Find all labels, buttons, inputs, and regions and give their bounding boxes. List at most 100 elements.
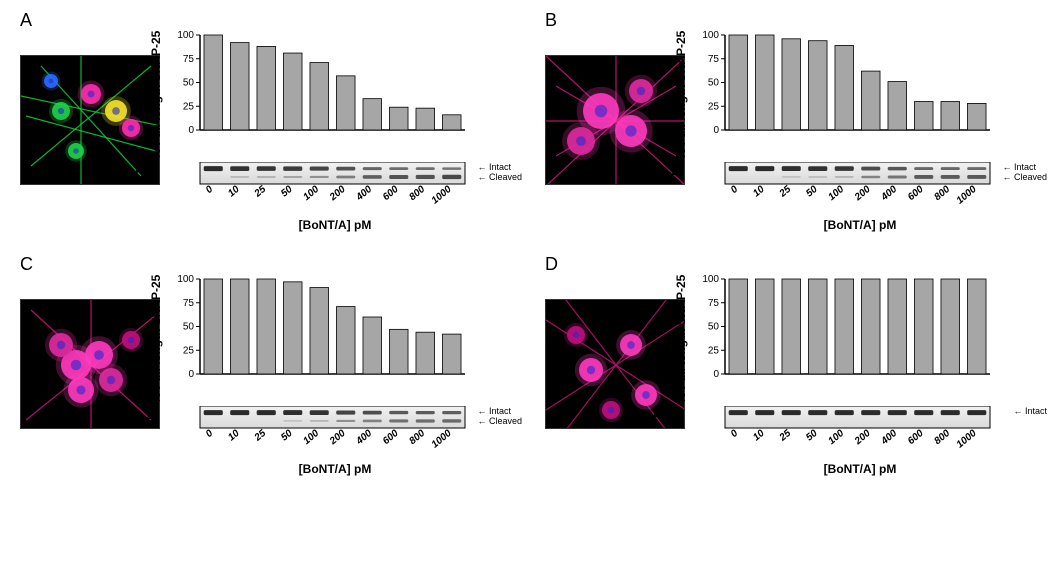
svg-text:50: 50 xyxy=(804,428,820,444)
svg-text:10: 10 xyxy=(226,184,242,200)
data-bar xyxy=(363,99,382,130)
svg-text:100: 100 xyxy=(177,30,194,41)
data-bar xyxy=(336,307,355,374)
data-bar xyxy=(204,279,223,374)
panel-body: % Full length SNAP-250255075100SNAP-25In… xyxy=(10,10,515,234)
blot-label: SNAP-25 xyxy=(112,410,158,422)
svg-text:100: 100 xyxy=(177,274,194,285)
data-bar xyxy=(888,279,907,374)
svg-text:600: 600 xyxy=(381,184,401,203)
data-bar xyxy=(941,279,960,374)
data-bar xyxy=(941,102,960,131)
cleaved-label: Cleaved xyxy=(1002,172,1047,182)
svg-text:10: 10 xyxy=(751,184,767,200)
western-blot: 01025501002004006008001000 xyxy=(170,406,470,458)
y-axis-label: % Full length SNAP-25 xyxy=(674,31,688,160)
svg-text:800: 800 xyxy=(932,428,952,447)
intact-label: Intact xyxy=(477,162,522,172)
svg-text:100: 100 xyxy=(702,30,719,41)
data-bar xyxy=(888,82,907,130)
svg-text:400: 400 xyxy=(879,184,900,204)
y-axis-label: % Full length SNAP-25 xyxy=(674,275,688,404)
data-bar xyxy=(336,76,355,130)
x-axis-label-wrap: [BoNT/A] pM xyxy=(695,216,995,234)
cleaved-label: Cleaved xyxy=(477,172,522,182)
svg-text:400: 400 xyxy=(879,428,900,448)
svg-text:50: 50 xyxy=(279,184,295,200)
chart-column: % Full length SNAP-250255075100SNAP-25In… xyxy=(695,30,995,234)
svg-text:200: 200 xyxy=(327,184,348,204)
svg-text:25: 25 xyxy=(777,184,794,201)
svg-text:25: 25 xyxy=(252,428,269,445)
data-bar xyxy=(416,332,435,374)
svg-text:800: 800 xyxy=(932,184,952,203)
data-bar xyxy=(755,35,774,130)
svg-text:100: 100 xyxy=(826,184,846,203)
svg-text:25: 25 xyxy=(777,428,794,445)
data-bar xyxy=(204,35,223,130)
y-axis-label: % Full length SNAP-25 xyxy=(149,275,163,404)
x-axis-label: [BoNT/A] pM xyxy=(299,462,372,476)
data-bar xyxy=(755,279,774,374)
svg-text:0: 0 xyxy=(713,369,719,380)
chart-column: % Full length SNAP-250255075100SNAP-25In… xyxy=(695,274,995,478)
svg-text:1000: 1000 xyxy=(430,184,454,207)
svg-text:75: 75 xyxy=(183,54,195,65)
svg-text:1000: 1000 xyxy=(430,428,454,451)
data-bar xyxy=(861,279,880,374)
figure-grid: A% Full length SNAP-250255075100SNAP-25I… xyxy=(10,10,1040,478)
svg-text:0: 0 xyxy=(729,428,741,440)
svg-text:50: 50 xyxy=(183,78,195,89)
data-bar xyxy=(230,43,249,130)
data-bar xyxy=(835,45,854,130)
chart-block: % Full length SNAP-250255075100 xyxy=(170,30,470,160)
svg-text:600: 600 xyxy=(381,428,401,447)
blot-label: SNAP-25 xyxy=(112,166,158,178)
data-bar xyxy=(782,279,801,374)
bar-chart: 0255075100 xyxy=(695,274,995,404)
svg-text:0: 0 xyxy=(729,184,741,196)
panel-label: C xyxy=(20,254,33,275)
panel-B: B% Full length SNAP-250255075100SNAP-25I… xyxy=(535,10,1040,234)
svg-text:800: 800 xyxy=(407,428,427,447)
svg-text:400: 400 xyxy=(354,184,375,204)
western-blot: 01025501002004006008001000 xyxy=(695,162,995,214)
data-bar xyxy=(442,334,461,374)
data-bar xyxy=(835,279,854,374)
panel-C: C% Full length SNAP-250255075100SNAP-25I… xyxy=(10,254,515,478)
data-bar xyxy=(729,279,748,374)
data-bar xyxy=(808,279,827,374)
panel-D: D% Full length SNAP-250255075100SNAP-25I… xyxy=(535,254,1040,478)
data-bar xyxy=(363,317,382,374)
svg-text:75: 75 xyxy=(183,298,195,309)
svg-text:400: 400 xyxy=(354,428,375,448)
panel-label: B xyxy=(545,10,557,31)
svg-text:0: 0 xyxy=(204,184,216,196)
data-bar xyxy=(861,71,880,130)
bar-chart: 0255075100 xyxy=(170,30,470,160)
svg-text:800: 800 xyxy=(407,184,427,203)
blot-band-labels: IntactCleaved xyxy=(1002,162,1047,182)
svg-text:100: 100 xyxy=(301,184,321,203)
svg-text:75: 75 xyxy=(708,54,720,65)
data-bar xyxy=(967,103,986,130)
svg-text:600: 600 xyxy=(906,428,926,447)
blot-label: SNAP-25 xyxy=(637,410,683,422)
svg-text:0: 0 xyxy=(188,125,194,136)
data-bar xyxy=(283,53,302,130)
blot-block: SNAP-25IntactCleaved01025501002004006008… xyxy=(170,162,470,214)
data-bar xyxy=(257,279,276,374)
svg-text:50: 50 xyxy=(708,322,720,333)
svg-text:0: 0 xyxy=(204,428,216,440)
blot-block: SNAP-25IntactCleaved01025501002004006008… xyxy=(170,406,470,458)
chart-column: % Full length SNAP-250255075100SNAP-25In… xyxy=(170,274,470,478)
svg-text:0: 0 xyxy=(713,125,719,136)
blot-block: SNAP-25Intact01025501002004006008001000 xyxy=(695,406,995,458)
svg-text:200: 200 xyxy=(852,184,873,204)
svg-text:25: 25 xyxy=(183,345,195,356)
data-bar xyxy=(914,102,933,131)
x-axis-label-wrap: [BoNT/A] pM xyxy=(170,460,470,478)
data-bar xyxy=(442,115,461,130)
x-axis-label-wrap: [BoNT/A] pM xyxy=(695,460,995,478)
svg-text:25: 25 xyxy=(252,184,269,201)
